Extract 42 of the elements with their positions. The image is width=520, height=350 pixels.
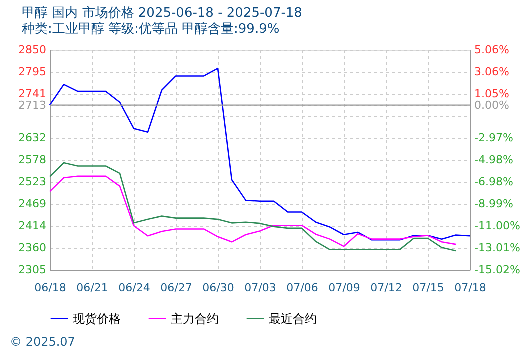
- y-tick-label: 2741: [18, 88, 46, 100]
- y-tick-label: 2850: [18, 44, 46, 56]
- y-tick-label: 2795: [18, 66, 46, 79]
- y2-tick-label: -2.97%: [474, 131, 514, 144]
- x-tick-label: 06/21: [76, 282, 108, 294]
- x-tick-label: 07/06: [286, 282, 318, 294]
- y-tick-label: 2523: [18, 176, 46, 188]
- y-tick-label: 2632: [18, 132, 46, 144]
- y-tick-label: 2713: [18, 98, 46, 112]
- y2-tick-label: -15.02%: [474, 264, 520, 276]
- x-tick-label: 07/15: [412, 282, 444, 294]
- y2-tick-label: -4.98%: [474, 154, 514, 166]
- text: © 2025.07: [10, 335, 76, 349]
- legend-label: 现货价格: [73, 312, 121, 326]
- y2-tick-label: 0.00%: [474, 98, 510, 112]
- y2-tick-label: -8.99%: [474, 197, 514, 210]
- x-tick-label: 07/18: [454, 282, 486, 294]
- y-tick-label: 2305: [18, 264, 46, 276]
- y2-tick-label: 5.06%: [474, 44, 510, 56]
- x-tick-label: 06/30: [202, 282, 234, 294]
- legend-label: 最近合约: [269, 312, 317, 326]
- y-tick-label: 2414: [18, 220, 46, 232]
- x-tick-label: 07/09: [328, 282, 360, 294]
- y2-tick-label: 1.05%: [474, 87, 510, 100]
- x-tick-label: 06/27: [160, 282, 192, 294]
- y-tick-label: 2469: [18, 197, 46, 210]
- y2-tick-label: -6.98%: [474, 175, 514, 188]
- y2-tick-label: 3.06%: [474, 65, 510, 78]
- y2-tick-label: -11.00%: [474, 219, 520, 232]
- line-series: [49, 68, 471, 241]
- chart-title: 甲醇 国内 市场价格 2025-06-18 - 2025-07-18: [22, 6, 302, 21]
- line-series: [49, 176, 457, 248]
- chart-subtitle: 种类:工业甲醇 等级:优等品 甲醇含量:99.9%: [22, 22, 280, 37]
- line-series: [49, 162, 457, 252]
- x-tick-label: 07/03: [244, 282, 276, 294]
- x-tick-label: 07/12: [370, 282, 402, 294]
- y-tick-label: 2360: [18, 241, 46, 254]
- x-tick-label: 06/24: [118, 282, 150, 294]
- y-tick-label: 2578: [18, 153, 46, 166]
- y2-tick-label: -13.01%: [474, 241, 520, 254]
- legend-label: 主力合约: [171, 312, 219, 326]
- x-tick-label: 06/18: [34, 282, 66, 294]
